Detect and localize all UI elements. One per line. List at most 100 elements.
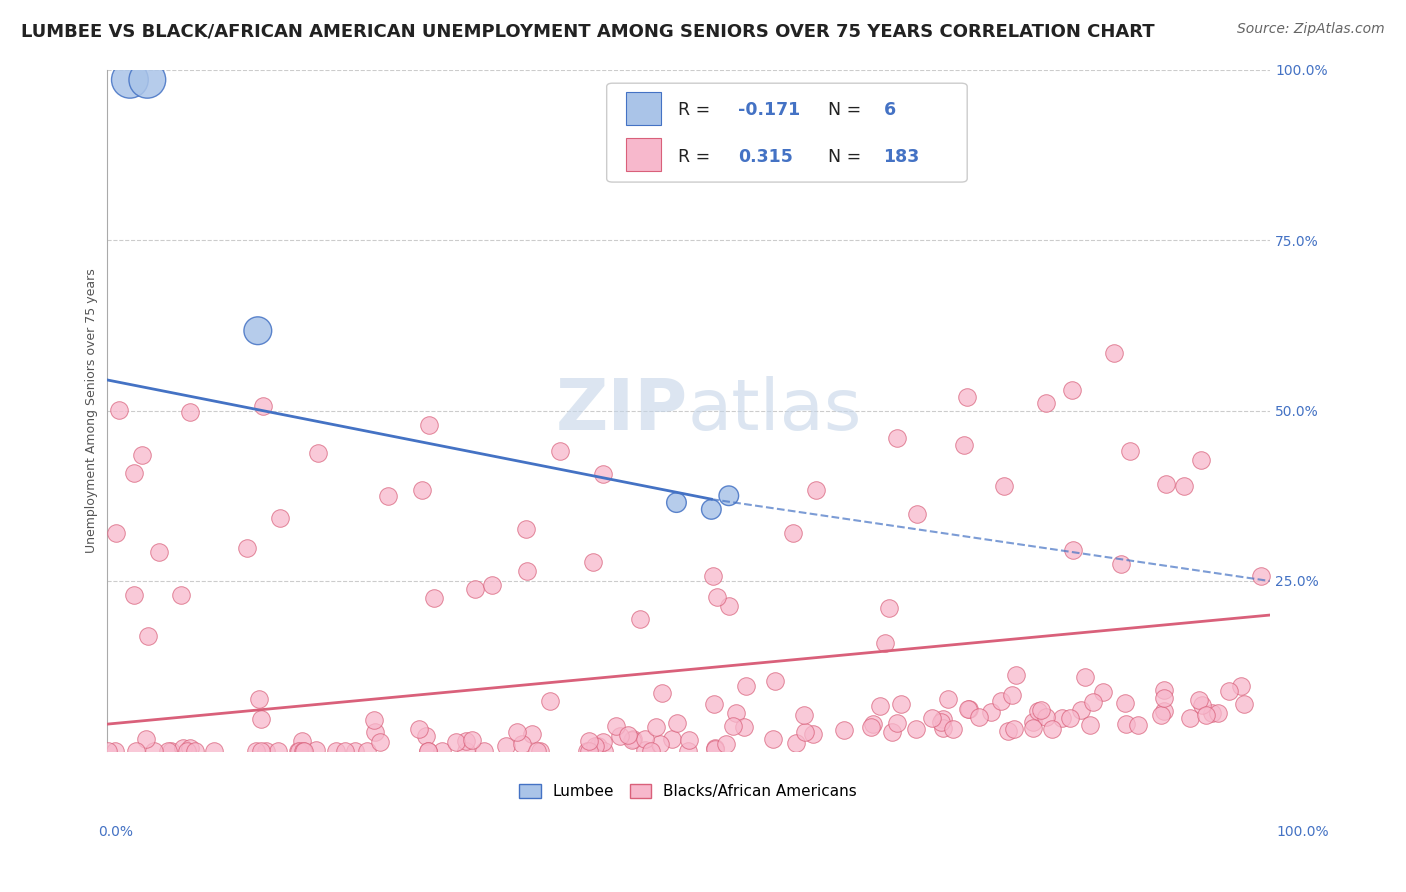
Point (363, 713, 385, 727)
Point (105, 526, 128, 541)
Point (131, 448, 153, 462)
Y-axis label: Unemployment Among Seniors over 75 years: Unemployment Among Seniors over 75 years (86, 268, 98, 553)
Point (1026, 704, 1049, 718)
Point (666, 715, 689, 730)
Point (997, 723, 1019, 738)
Point (269, 511, 291, 525)
Point (834, 723, 856, 738)
Point (578, 744, 600, 758)
Point (1062, 543, 1084, 558)
Point (454, 734, 477, 748)
Point (1078, 718, 1101, 732)
Point (803, 727, 825, 741)
Point (621, 733, 644, 747)
Point (725, 706, 748, 721)
Point (1031, 703, 1053, 717)
Point (464, 582, 486, 597)
Point (1070, 703, 1092, 717)
Text: R =: R = (678, 102, 710, 120)
Point (932, 721, 955, 735)
Point (886, 431, 908, 445)
Point (721, 719, 744, 733)
Point (609, 729, 631, 743)
FancyBboxPatch shape (627, 92, 661, 125)
FancyBboxPatch shape (627, 138, 661, 171)
Point (305, 743, 328, 757)
Point (1040, 722, 1063, 736)
Point (735, 679, 758, 693)
Point (108, 403, 131, 417)
Point (416, 744, 439, 758)
Point (287, 744, 309, 758)
Point (905, 722, 928, 736)
Point (761, 732, 783, 747)
Point (734, 720, 756, 734)
Point (136, 72, 159, 87)
Point (418, 744, 440, 758)
Point (97, 744, 120, 758)
Point (616, 728, 638, 742)
Point (785, 736, 807, 750)
Text: atlas: atlas (688, 376, 862, 445)
Point (124, 744, 146, 758)
Point (942, 722, 965, 736)
Point (763, 673, 786, 688)
Point (291, 734, 314, 748)
Point (957, 702, 980, 716)
Point (592, 467, 614, 481)
Point (430, 744, 453, 758)
Point (142, 744, 165, 758)
Point (877, 601, 900, 615)
Point (880, 725, 903, 739)
Point (292, 744, 315, 758)
Point (538, 694, 561, 708)
Text: -0.171: -0.171 (738, 102, 800, 120)
Point (1001, 688, 1024, 702)
Point (246, 324, 269, 338)
Point (124, 588, 146, 602)
Point (179, 740, 201, 755)
Point (717, 489, 740, 503)
Point (1119, 444, 1142, 458)
Point (526, 744, 548, 758)
Point (1178, 711, 1201, 725)
Point (288, 744, 311, 758)
Point (202, 744, 225, 758)
Point (343, 744, 366, 758)
Point (1173, 479, 1195, 493)
Point (325, 744, 347, 758)
Point (583, 739, 606, 754)
Point (122, 466, 145, 480)
Point (921, 711, 943, 725)
Point (510, 738, 533, 752)
Point (586, 739, 609, 753)
Point (621, 731, 644, 746)
Point (495, 739, 517, 753)
Point (634, 743, 657, 757)
Point (993, 479, 1015, 493)
Point (472, 744, 495, 758)
Point (793, 708, 815, 723)
Point (292, 744, 315, 758)
Point (363, 724, 385, 739)
Point (661, 732, 683, 747)
Point (529, 744, 551, 758)
Point (506, 725, 529, 739)
Point (1153, 690, 1175, 705)
Point (1153, 683, 1175, 698)
Point (640, 744, 662, 758)
Point (634, 731, 657, 746)
Point (454, 744, 477, 758)
Point (714, 737, 737, 751)
Point (377, 489, 399, 503)
Point (706, 590, 728, 604)
Point (704, 742, 727, 756)
Point (651, 686, 673, 700)
Point (1188, 692, 1211, 706)
Point (1195, 707, 1218, 722)
Point (520, 727, 543, 741)
Point (1111, 557, 1133, 571)
Point (176, 744, 198, 758)
Point (408, 722, 430, 736)
Point (1050, 710, 1073, 724)
